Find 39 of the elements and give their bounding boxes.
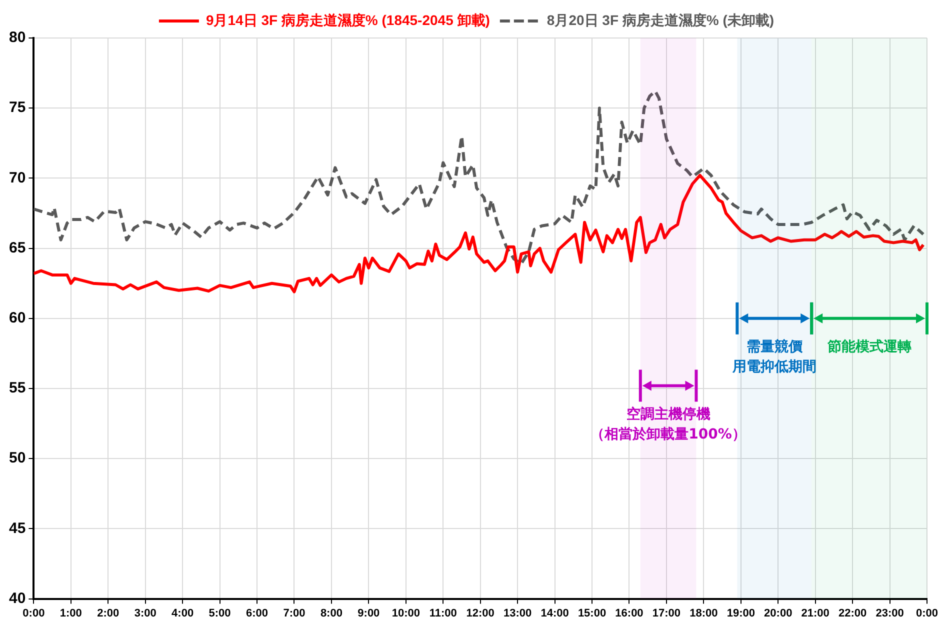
x-tick-label: 2:00 [97, 607, 120, 620]
y-tick-label: 65 [8, 239, 26, 256]
x-tick-label: 13:00 [503, 607, 532, 620]
x-tick-label: 3:00 [134, 607, 156, 620]
x-tick-label: 17:00 [652, 607, 681, 620]
x-tick-label: 15:00 [578, 607, 606, 620]
band-label: 空調主機停機（相當於卸載量100%） [590, 405, 746, 442]
x-tick-label: 1:00 [60, 607, 82, 620]
y-tick-label: 80 [8, 29, 26, 46]
text: 9月14日 3F 病房走道濕度% (1845-2045 卸載) [206, 12, 490, 28]
x-tick-label: 18:00 [690, 607, 718, 620]
x-tick-label: 23:00 [876, 607, 904, 620]
x-tick-label: 16:00 [615, 607, 644, 620]
x-tick-label: 4:00 [172, 607, 194, 620]
x-tick-label: 12:00 [466, 607, 494, 620]
x-tick-label: 11:00 [429, 607, 457, 620]
x-tick-label: 7:00 [283, 607, 306, 620]
x-tick-label: 22:00 [838, 607, 867, 620]
x-tick-label: 9:00 [358, 607, 380, 620]
y-tick-label: 45 [8, 520, 26, 537]
x-tick-label: 5:00 [208, 607, 231, 620]
y-tick-label: 50 [8, 450, 26, 467]
x-tick-label: 8:00 [320, 607, 342, 620]
x-tick-label: 6:00 [246, 607, 268, 620]
y-tick-label: 40 [8, 590, 26, 607]
text: 8月20日 3F 病房走道濕度% (未卸載) [546, 12, 774, 28]
y-tick-label: 70 [8, 169, 26, 186]
x-tick-label: 14:00 [540, 607, 569, 620]
band-label: 需量競價用電抑低期間 [731, 338, 816, 376]
y-tick-label: 75 [8, 99, 26, 116]
x-tick-label: 19:00 [726, 607, 755, 620]
band-label: 節能模式運轉 [826, 339, 912, 356]
x-tick-label: 0:00 [22, 607, 45, 620]
x-tick-label: 0:00 [916, 607, 938, 620]
y-tick-label: 55 [8, 380, 26, 397]
x-tick-label: 20:00 [764, 607, 792, 620]
x-tick-label: 10:00 [392, 607, 420, 620]
y-tick-label: 60 [8, 310, 26, 327]
x-tick-label: 21:00 [801, 607, 830, 620]
